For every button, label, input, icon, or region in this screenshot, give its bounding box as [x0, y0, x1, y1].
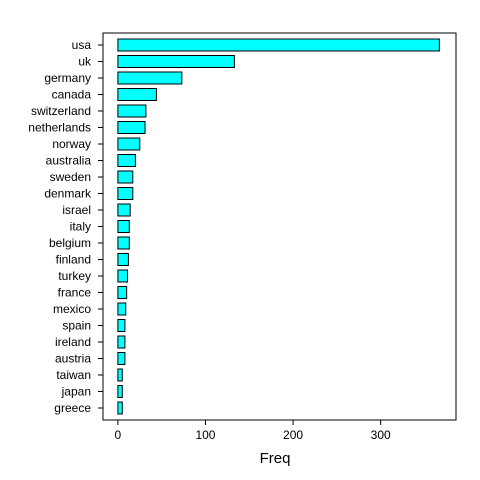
x-tick-label-100: 100 [195, 428, 215, 442]
bars-group [117, 38, 440, 415]
bar-france [117, 286, 128, 299]
bar-denmark [117, 187, 134, 200]
bar-taiwan [117, 368, 123, 382]
category-label-spain: spain [62, 319, 91, 333]
category-label-israel: israel [62, 203, 91, 217]
bar-turkey [117, 269, 129, 283]
x-axis-ticks-group: 0 100 200 300 [115, 420, 391, 442]
bar-ireland [117, 335, 126, 349]
x-axis-title: Freq [260, 450, 291, 467]
category-label-germany: germany [44, 71, 91, 85]
bar-italy [117, 220, 130, 233]
category-label-australia: australia [46, 154, 92, 168]
category-label-italy: italy [70, 220, 91, 234]
category-labels-group: usa uk germany canada switzerland netherlands… [28, 38, 103, 415]
bar-norway [117, 137, 141, 151]
bar-sweden [117, 170, 134, 184]
category-label-uk: uk [78, 55, 92, 69]
bar-israel [117, 203, 131, 217]
category-label-austria: austria [55, 352, 91, 366]
bar-australia [117, 154, 136, 167]
category-label-ireland: ireland [55, 335, 91, 349]
category-label-mexico: mexico [53, 302, 91, 316]
category-label-canada: canada [52, 88, 92, 102]
bar-mexico [117, 302, 127, 316]
category-label-denmark: denmark [44, 187, 92, 201]
category-label-turkey: turkey [58, 269, 91, 283]
bar-finland [117, 253, 129, 266]
x-tick-label-0: 0 [115, 428, 122, 442]
bar-germany [117, 71, 183, 85]
bar-belgium [117, 236, 130, 250]
category-label-finland: finland [56, 253, 91, 267]
bar-usa [117, 38, 440, 52]
x-tick-label-300: 300 [371, 428, 391, 442]
bar-switzerland [117, 104, 147, 118]
category-label-taiwan: taiwan [56, 368, 91, 382]
category-label-switzerland: switzerland [31, 104, 91, 118]
category-label-greece: greece [54, 401, 91, 415]
category-label-japan: japan [61, 385, 91, 399]
category-label-france: france [58, 286, 92, 300]
category-label-sweden: sweden [50, 170, 91, 184]
bar-canada [117, 88, 157, 101]
bar-japan [117, 385, 123, 398]
bar-austria [117, 352, 126, 365]
category-label-belgium: belgium [49, 236, 91, 250]
bar-spain [117, 319, 126, 332]
x-tick-label-200: 200 [283, 428, 303, 442]
bar-greece [117, 401, 123, 415]
category-label-norway: norway [52, 137, 91, 151]
category-label-netherlands: netherlands [28, 121, 91, 135]
bar-netherlands [117, 121, 146, 134]
bar-uk [117, 55, 235, 68]
category-label-usa: usa [72, 38, 92, 52]
